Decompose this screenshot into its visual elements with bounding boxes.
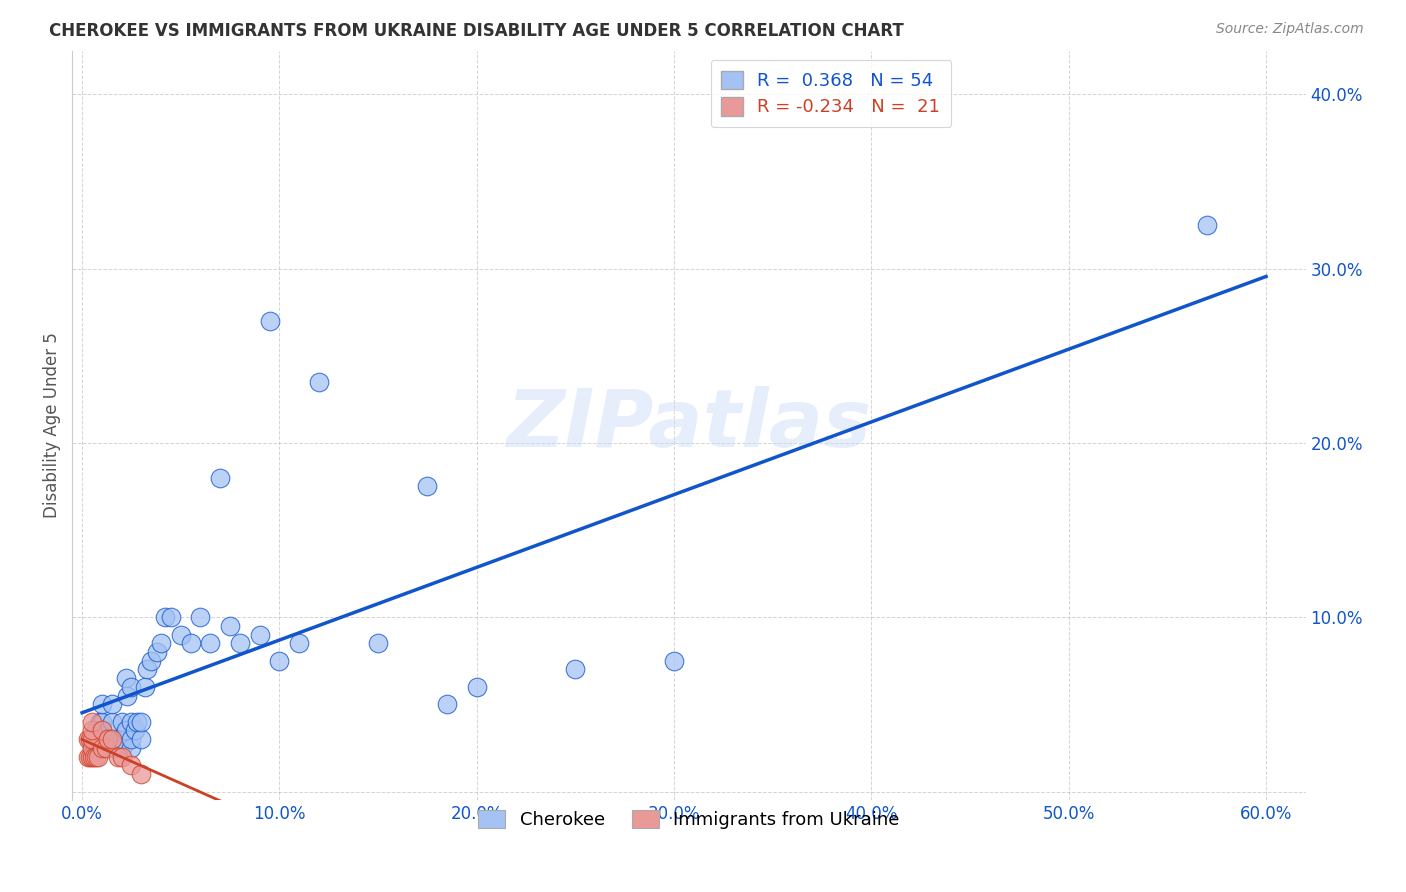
Text: CHEROKEE VS IMMIGRANTS FROM UKRAINE DISABILITY AGE UNDER 5 CORRELATION CHART: CHEROKEE VS IMMIGRANTS FROM UKRAINE DISA…	[49, 22, 904, 40]
Point	[662, 654, 685, 668]
Point	[416, 479, 439, 493]
Point	[77, 749, 100, 764]
Text: ZIPatlas: ZIPatlas	[506, 386, 872, 465]
Text: Source: ZipAtlas.com: Source: ZipAtlas.com	[1216, 22, 1364, 37]
Point	[288, 636, 311, 650]
Point	[129, 767, 152, 781]
Point	[107, 732, 129, 747]
Point	[249, 627, 271, 641]
Point	[79, 732, 101, 747]
Point	[87, 749, 110, 764]
Point	[209, 471, 232, 485]
Point	[180, 636, 202, 650]
Point	[90, 723, 112, 738]
Point	[136, 663, 159, 677]
Point	[90, 698, 112, 712]
Point	[90, 740, 112, 755]
Point	[141, 654, 163, 668]
Point	[367, 636, 389, 650]
Point	[100, 714, 122, 729]
Point	[90, 740, 112, 755]
Point	[269, 654, 291, 668]
Point	[90, 714, 112, 729]
Point	[84, 723, 107, 738]
Point	[170, 627, 193, 641]
Point	[114, 723, 136, 738]
Point	[229, 636, 252, 650]
Point	[124, 723, 146, 738]
Point	[77, 732, 100, 747]
Point	[90, 732, 112, 747]
Point	[117, 689, 139, 703]
Point	[114, 671, 136, 685]
Point	[465, 680, 488, 694]
Point	[120, 740, 142, 755]
Point	[1195, 218, 1218, 232]
Point	[160, 610, 183, 624]
Point	[134, 680, 156, 694]
Legend: Cherokee, Immigrants from Ukraine: Cherokee, Immigrants from Ukraine	[471, 803, 907, 836]
Point	[103, 740, 125, 755]
Point	[190, 610, 212, 624]
Point	[94, 740, 117, 755]
Point	[80, 732, 103, 747]
Point	[153, 610, 176, 624]
Point	[436, 698, 458, 712]
Point	[129, 714, 152, 729]
Point	[83, 749, 105, 764]
Point	[120, 732, 142, 747]
Point	[100, 698, 122, 712]
Point	[87, 732, 110, 747]
Point	[259, 314, 281, 328]
Point	[110, 714, 132, 729]
Point	[127, 714, 149, 729]
Point	[94, 732, 117, 747]
Point	[97, 732, 120, 747]
Point	[80, 732, 103, 747]
Point	[150, 636, 173, 650]
Point	[80, 749, 103, 764]
Point	[107, 749, 129, 764]
Point	[110, 749, 132, 764]
Point	[200, 636, 222, 650]
Point	[100, 732, 122, 747]
Point	[564, 663, 586, 677]
Y-axis label: Disability Age Under 5: Disability Age Under 5	[44, 333, 60, 518]
Point	[120, 758, 142, 772]
Point	[90, 723, 112, 738]
Point	[110, 740, 132, 755]
Point	[120, 680, 142, 694]
Point	[146, 645, 169, 659]
Point	[80, 723, 103, 738]
Point	[219, 619, 242, 633]
Point	[80, 714, 103, 729]
Point	[110, 732, 132, 747]
Point	[129, 732, 152, 747]
Point	[308, 375, 330, 389]
Point	[120, 714, 142, 729]
Point	[84, 749, 107, 764]
Point	[79, 749, 101, 764]
Point	[89, 714, 111, 729]
Point	[80, 740, 103, 755]
